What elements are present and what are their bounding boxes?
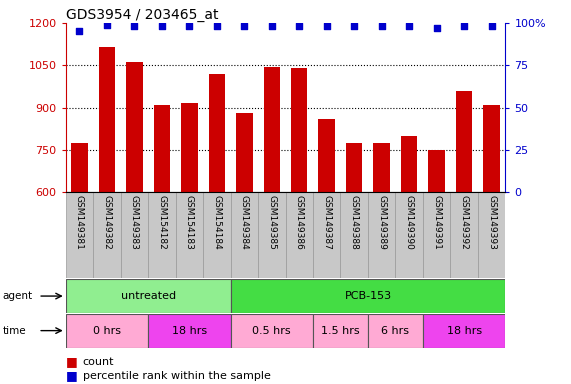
Text: GSM149388: GSM149388 <box>349 195 359 250</box>
Point <box>295 23 304 30</box>
Bar <box>286 192 313 278</box>
Point <box>157 23 166 30</box>
Bar <box>373 143 390 361</box>
Text: 6 hrs: 6 hrs <box>381 326 409 336</box>
Point <box>240 23 249 30</box>
Bar <box>126 63 143 361</box>
Bar <box>154 105 170 361</box>
Bar <box>66 192 93 278</box>
Text: GSM149381: GSM149381 <box>75 195 84 250</box>
Text: GSM149384: GSM149384 <box>240 195 249 249</box>
Bar <box>176 192 203 278</box>
Text: count: count <box>83 357 114 367</box>
Text: GSM149393: GSM149393 <box>487 195 496 250</box>
Bar <box>478 192 505 278</box>
Text: 0.5 hrs: 0.5 hrs <box>252 326 291 336</box>
Point <box>487 23 496 30</box>
Bar <box>231 279 505 313</box>
Bar <box>99 47 115 361</box>
Bar <box>340 192 368 278</box>
Bar <box>66 314 148 348</box>
Text: GSM149389: GSM149389 <box>377 195 386 250</box>
Point <box>405 23 414 30</box>
Text: percentile rank within the sample: percentile rank within the sample <box>83 371 271 381</box>
Text: GSM149386: GSM149386 <box>295 195 304 250</box>
Bar <box>208 74 225 361</box>
Point <box>432 25 441 31</box>
Bar <box>428 150 445 361</box>
Text: GSM149383: GSM149383 <box>130 195 139 250</box>
Bar <box>181 103 198 361</box>
Bar <box>263 67 280 361</box>
Bar <box>231 192 258 278</box>
Point <box>267 23 276 30</box>
Bar <box>451 192 478 278</box>
Text: GSM149387: GSM149387 <box>322 195 331 250</box>
Text: untreated: untreated <box>120 291 176 301</box>
Bar <box>148 314 231 348</box>
Bar <box>236 113 252 361</box>
Bar <box>401 136 417 361</box>
Text: GSM154183: GSM154183 <box>185 195 194 250</box>
Bar <box>93 192 120 278</box>
Text: GSM149392: GSM149392 <box>460 195 469 249</box>
Point <box>212 23 222 30</box>
Bar <box>120 192 148 278</box>
Text: 18 hrs: 18 hrs <box>172 326 207 336</box>
Text: 1.5 hrs: 1.5 hrs <box>321 326 360 336</box>
Point <box>185 23 194 30</box>
Bar <box>395 192 423 278</box>
Bar <box>203 192 231 278</box>
Point <box>75 28 84 35</box>
Bar <box>148 192 176 278</box>
Point <box>322 23 331 30</box>
Bar <box>66 279 231 313</box>
Text: GSM154184: GSM154184 <box>212 195 222 249</box>
Point <box>460 23 469 30</box>
Text: 0 hrs: 0 hrs <box>93 326 121 336</box>
Text: GDS3954 / 203465_at: GDS3954 / 203465_at <box>66 8 218 22</box>
Bar <box>423 192 451 278</box>
Text: ■: ■ <box>66 369 78 382</box>
Point <box>130 23 139 30</box>
Text: GSM149385: GSM149385 <box>267 195 276 250</box>
Bar <box>483 105 500 361</box>
Text: PCB-153: PCB-153 <box>344 291 392 301</box>
Bar <box>71 143 88 361</box>
Text: 18 hrs: 18 hrs <box>447 326 482 336</box>
Bar <box>368 192 395 278</box>
Bar <box>423 314 505 348</box>
Point <box>102 22 111 28</box>
Text: GSM154182: GSM154182 <box>158 195 166 249</box>
Bar <box>368 314 423 348</box>
Text: GSM149391: GSM149391 <box>432 195 441 250</box>
Text: GSM149390: GSM149390 <box>405 195 413 250</box>
Point <box>377 23 386 30</box>
Bar <box>258 192 286 278</box>
Text: GSM149382: GSM149382 <box>102 195 111 249</box>
Bar <box>313 314 368 348</box>
Bar <box>346 143 363 361</box>
Bar <box>313 192 340 278</box>
Bar <box>319 119 335 361</box>
Text: ■: ■ <box>66 355 78 368</box>
Text: time: time <box>3 326 26 336</box>
Bar <box>291 68 307 361</box>
Bar <box>456 91 472 361</box>
Text: agent: agent <box>3 291 33 301</box>
Point <box>349 23 359 30</box>
Bar <box>231 314 313 348</box>
